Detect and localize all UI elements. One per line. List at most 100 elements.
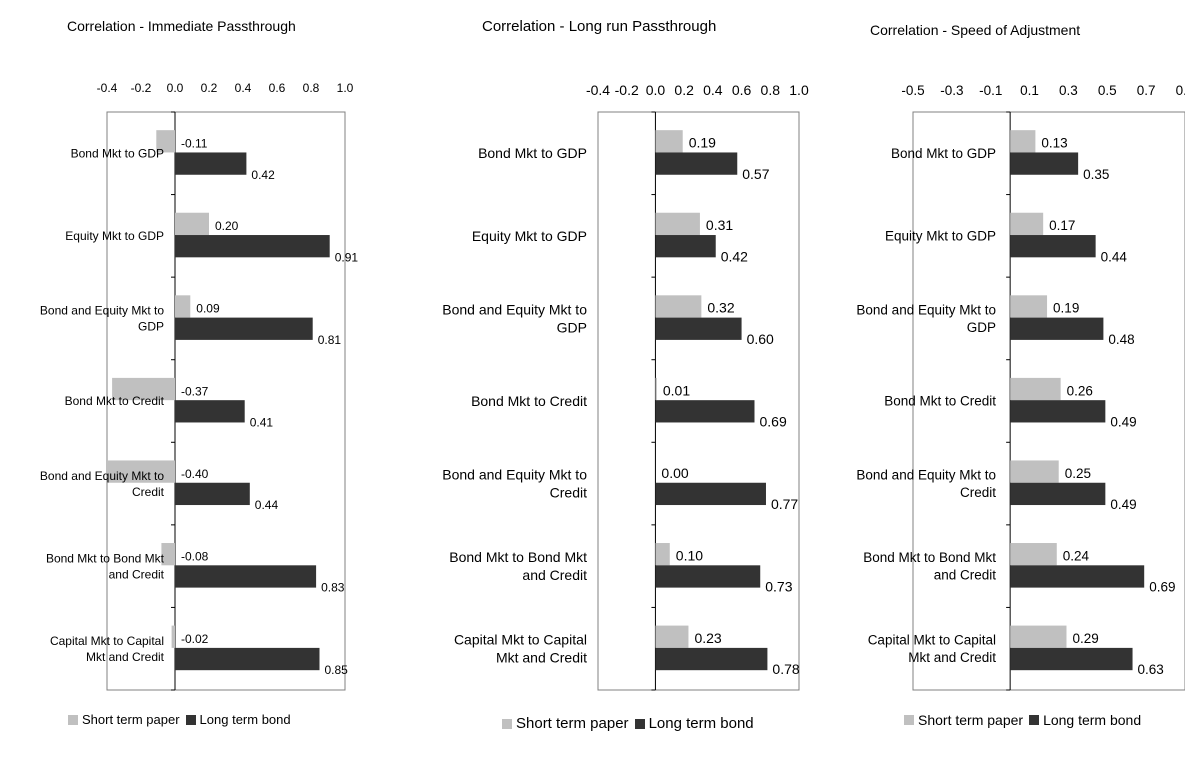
bar-short-term-paper xyxy=(161,543,175,566)
data-label-long-term-bond: 0.63 xyxy=(1138,662,1164,677)
category-label: and Credit xyxy=(934,568,997,583)
plot-area-border xyxy=(597,111,800,691)
data-label-long-term-bond: 0.44 xyxy=(1101,249,1128,264)
data-label-long-term-bond: 0.91 xyxy=(335,250,359,264)
bar-short-term-paper xyxy=(1010,460,1059,483)
bar-long-term-bond xyxy=(1010,235,1096,258)
category-label: Credit xyxy=(960,485,996,500)
category-label: Equity Mkt to GDP xyxy=(885,229,996,244)
bar-short-term-paper xyxy=(655,212,700,236)
data-label-short-term-paper: 0.13 xyxy=(1041,136,1067,151)
data-label-long-term-bond: 0.78 xyxy=(772,661,799,677)
chart-legend: Short term paper Long term bond xyxy=(502,715,760,732)
x-tick-label: 0.1 xyxy=(1020,83,1039,98)
bar-short-term-paper xyxy=(175,295,191,318)
legend-label-short: Short term paper xyxy=(82,712,180,727)
category-label: Credit xyxy=(550,484,587,500)
bar-short-term-paper xyxy=(112,377,175,401)
data-label-short-term-paper: -0.08 xyxy=(181,549,209,563)
chart-svg-longrun: -0.4 -0.2 0.0 0.2 0.4 0.6 0.8 1.0 0.19 0.57 Bond M… xyxy=(442,82,809,691)
legend-swatch-long xyxy=(634,718,645,729)
x-tick-label: 0.0 xyxy=(646,82,666,98)
category-label: Bond and Equity Mkt to xyxy=(40,469,164,483)
data-label-short-term-paper: 0.20 xyxy=(215,219,239,233)
bar-long-term-bond xyxy=(1010,565,1145,588)
category-label: Equity Mkt to GDP xyxy=(65,229,164,243)
chart-legend: Short term paper Long term bond xyxy=(904,712,1147,728)
legend-short: Short term paper xyxy=(904,712,1023,728)
x-tick-label: 0.4 xyxy=(703,82,723,98)
bar-short-term-paper xyxy=(1010,625,1067,648)
category-label: Mkt and Credit xyxy=(908,650,996,665)
category-label: Credit xyxy=(132,485,165,499)
legend-swatch-long xyxy=(1029,715,1040,725)
data-label-short-term-paper: 0.19 xyxy=(689,135,716,151)
bar-long-term-bond xyxy=(175,565,317,588)
category-label: Capital Mkt to Capital xyxy=(454,632,587,648)
bar-long-term-bond xyxy=(1010,152,1079,175)
bar-long-term-bond xyxy=(175,400,245,423)
x-tick-label: -0.3 xyxy=(940,83,963,98)
chart-title: Correlation - Long run Passthrough xyxy=(482,18,717,35)
category-label: GDP xyxy=(138,320,164,334)
bar-short-term-paper xyxy=(655,625,689,648)
chart-panel-longrun: Correlation - Long run Passthrough -0.4-… xyxy=(405,0,809,758)
data-label-long-term-bond: 0.44 xyxy=(255,498,279,512)
x-tick-label: -0.2 xyxy=(615,82,639,98)
data-label-short-term-paper: 0.25 xyxy=(1065,466,1091,481)
bar-long-term-bond xyxy=(1010,482,1106,506)
bar-short-term-paper xyxy=(1010,130,1036,153)
legend-label-long: Long term bond xyxy=(1043,712,1142,728)
bar-short-term-paper xyxy=(655,295,702,318)
data-label-long-term-bond: 0.85 xyxy=(325,663,349,677)
bar-short-term-paper xyxy=(1010,377,1061,401)
x-tick-label: 0.0 xyxy=(167,81,184,95)
chart-title: Correlation - Speed of Adjustment xyxy=(870,22,1081,38)
bar-long-term-bond xyxy=(655,235,716,258)
category-label: Bond Mkt to Credit xyxy=(471,393,587,409)
legend-long: Long term bond xyxy=(634,715,754,732)
bar-long-term-bond xyxy=(655,647,768,671)
category-label: Bond Mkt to Bond Mkt xyxy=(863,550,996,565)
data-label-short-term-paper: 0.09 xyxy=(196,302,220,316)
data-label-short-term-paper: -0.37 xyxy=(181,384,209,398)
category-label: Bond and Equity Mkt to xyxy=(442,301,587,317)
category-label: Capital Mkt to Capital xyxy=(868,633,996,648)
data-label-short-term-paper: -0.40 xyxy=(181,467,209,481)
bar-short-term-paper xyxy=(171,625,175,648)
category-label: and Credit xyxy=(522,567,587,583)
bar-short-term-paper xyxy=(156,130,175,153)
data-label-short-term-paper: 0.19 xyxy=(1053,301,1079,316)
data-label-short-term-paper: 0.23 xyxy=(694,630,721,646)
category-label: GDP xyxy=(967,320,996,335)
data-label-short-term-paper: 0.17 xyxy=(1049,218,1075,233)
data-label-long-term-bond: 0.49 xyxy=(1110,497,1136,512)
bar-short-term-paper xyxy=(655,377,657,401)
x-tick-label: 0.2 xyxy=(674,82,694,98)
data-label-long-term-bond: 0.81 xyxy=(318,333,342,347)
category-label: Bond Mkt to Credit xyxy=(884,394,996,409)
data-label-short-term-paper: 0.32 xyxy=(707,300,734,316)
chart-panel-immediate: Correlation - Immediate Passthrough -0.4… xyxy=(0,0,380,758)
bar-short-term-paper xyxy=(175,212,209,236)
category-label: Capital Mkt to Capital xyxy=(50,634,164,648)
data-label-short-term-paper: 0.26 xyxy=(1067,383,1093,398)
x-tick-label: 0.7 xyxy=(1137,83,1156,98)
bar-short-term-paper xyxy=(1010,295,1048,318)
x-tick-label: 0.8 xyxy=(303,81,320,95)
plot-area-border xyxy=(912,111,1185,691)
x-tick-label: -0.1 xyxy=(979,83,1002,98)
x-tick-label: 0.2 xyxy=(201,81,218,95)
legend-label-long: Long term bond xyxy=(648,715,754,732)
category-label: Mkt and Credit xyxy=(86,650,165,664)
x-tick-label: -0.4 xyxy=(586,82,610,98)
data-label-long-term-bond: 0.35 xyxy=(1083,167,1109,182)
category-label: Bond and Equity Mkt to xyxy=(856,468,996,483)
x-tick-label: 0.6 xyxy=(732,82,752,98)
chart-svg-immediate: -0.4 -0.2 0.0 0.2 0.4 0.6 0.8 1.0 -0.11 0.42 Bond … xyxy=(40,81,359,691)
x-tick-label: 1.0 xyxy=(789,82,809,98)
x-tick-label: 0.8 xyxy=(761,82,781,98)
bar-short-term-paper xyxy=(655,130,683,153)
data-label-long-term-bond: 0.48 xyxy=(1108,332,1134,347)
chart-title: Correlation - Immediate Passthrough xyxy=(67,18,296,34)
